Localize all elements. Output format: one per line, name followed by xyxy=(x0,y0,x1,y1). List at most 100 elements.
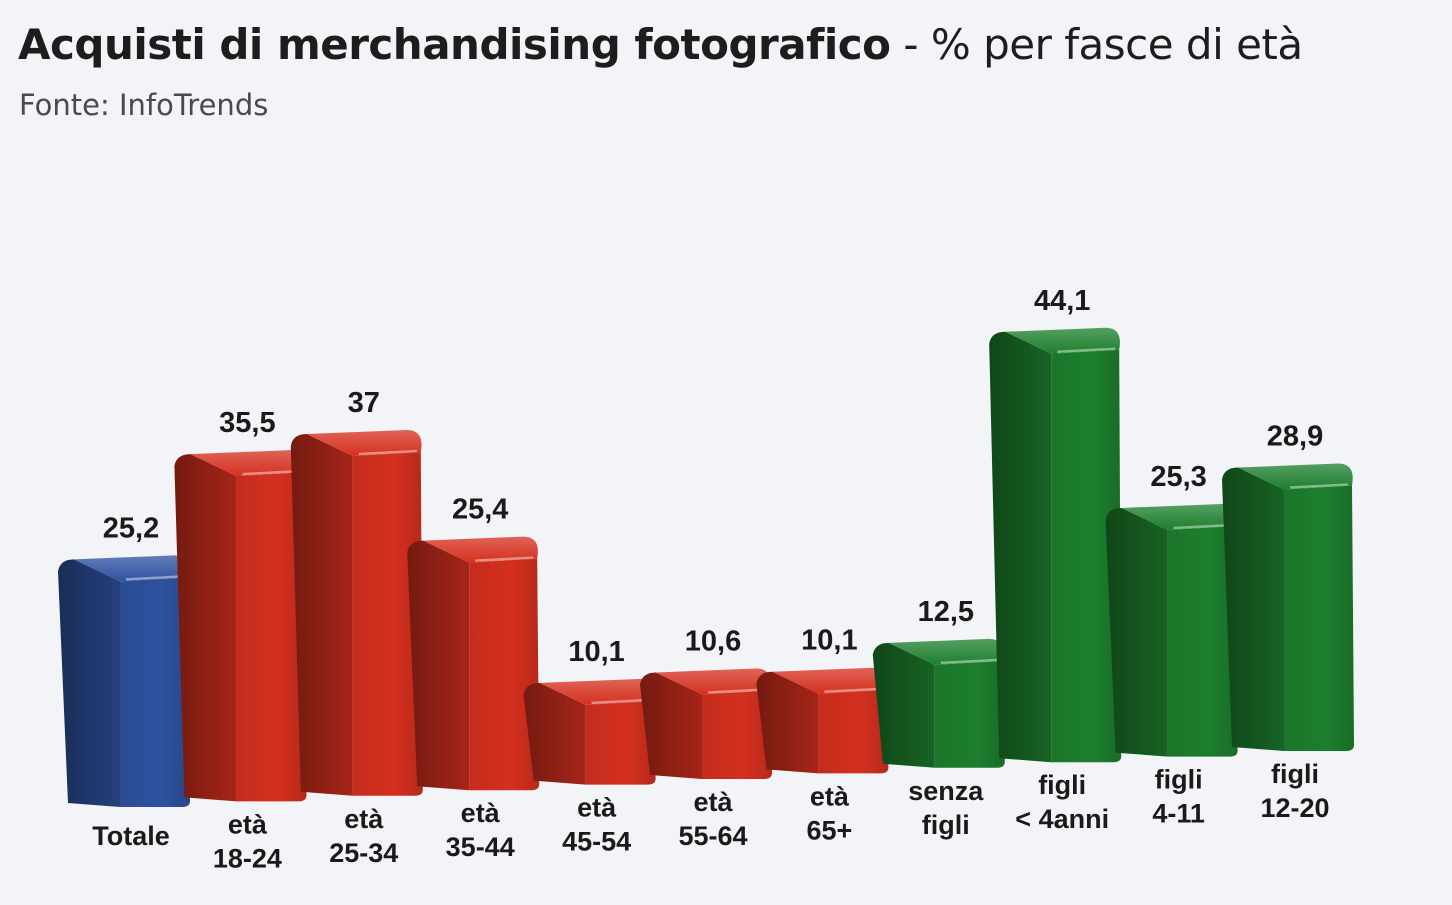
bar-highlight xyxy=(475,556,534,562)
category-label-line: figli xyxy=(1271,759,1319,789)
value-label: 37 xyxy=(348,387,380,419)
value-label: 25,2 xyxy=(103,512,159,544)
bar-highlight xyxy=(1289,483,1349,489)
category-label: figli 4-11 xyxy=(1152,765,1205,829)
bar-top-face xyxy=(423,536,538,563)
category-label-line: 25-34 xyxy=(329,838,398,868)
bar-highlight xyxy=(824,687,883,693)
category-label-line: 45-54 xyxy=(562,827,631,857)
category-label: età 65+ xyxy=(806,781,852,845)
bar xyxy=(1105,503,1238,757)
bar-side-face xyxy=(523,682,586,785)
value-label: 10,1 xyxy=(568,636,624,668)
category-label-line: età xyxy=(693,787,733,817)
bar-front-face xyxy=(818,689,889,774)
bar-side-face xyxy=(407,540,470,791)
bar xyxy=(640,668,772,779)
bar-top-face xyxy=(772,667,888,694)
category-label-line: < 4anni xyxy=(1015,804,1109,834)
category-label-line: 4-11 xyxy=(1152,799,1205,829)
chart-source: Fonte: InfoTrends xyxy=(19,88,269,122)
bar-side-face xyxy=(640,672,702,779)
bar xyxy=(872,638,1005,768)
bar xyxy=(1222,463,1354,751)
bar-highlight xyxy=(358,449,417,456)
bar xyxy=(290,430,423,796)
category-label: età 35-44 xyxy=(446,798,515,862)
chart-title-main: Acquisti di merchandising fotografico xyxy=(18,20,891,69)
bar-top-face xyxy=(1238,463,1353,490)
bar-front-face xyxy=(702,690,772,779)
category-label-line: età xyxy=(228,809,268,839)
category-label-line: età xyxy=(344,804,384,834)
bar-top-face xyxy=(539,678,655,705)
bar-top-face xyxy=(306,430,422,457)
bar-front-face xyxy=(585,700,656,785)
bar-front-face xyxy=(934,660,1005,768)
category-label-line: età xyxy=(461,798,501,828)
category-label-line: senza xyxy=(908,776,984,806)
value-label: 25,3 xyxy=(1150,461,1206,493)
bar xyxy=(523,678,656,785)
bar-top-face xyxy=(190,450,306,477)
bar-side-face xyxy=(989,331,1052,763)
bar-side-face xyxy=(1105,507,1168,757)
bar-highlight xyxy=(707,688,767,694)
bar-side-face xyxy=(1222,467,1284,751)
bar-side-face xyxy=(290,434,353,796)
category-label-line: età xyxy=(810,781,850,811)
bar-front-face xyxy=(236,472,307,802)
bar-top-face xyxy=(74,555,189,582)
category-label-line: 12-20 xyxy=(1260,793,1329,823)
bar xyxy=(407,536,540,791)
category-label-line: 35-44 xyxy=(446,832,515,862)
category-label-line: figli xyxy=(922,810,970,840)
bar-side-face xyxy=(58,559,120,807)
bar-highlight xyxy=(125,575,185,581)
category-label-line: 65+ xyxy=(806,815,852,845)
value-label: 25,4 xyxy=(452,494,508,526)
category-label: figli 12-20 xyxy=(1260,759,1329,823)
value-label: 10,1 xyxy=(801,625,857,657)
bar-top-face xyxy=(888,638,1004,665)
bar-front-face xyxy=(352,452,423,796)
value-label: 10,6 xyxy=(685,625,741,657)
category-label-line: figli xyxy=(1155,765,1203,795)
value-label: 35,5 xyxy=(219,407,275,439)
bar-side-face xyxy=(756,671,819,774)
bar xyxy=(989,327,1122,763)
category-label: senza figli xyxy=(908,776,984,840)
category-label: età 55-64 xyxy=(678,787,747,851)
category-label-line: 55-64 xyxy=(678,821,747,851)
category-label-line: 18-24 xyxy=(213,843,282,873)
category-label: età 25-34 xyxy=(329,804,398,868)
bar-top-face xyxy=(1121,503,1237,530)
category-label-line: età xyxy=(577,793,617,823)
bar xyxy=(756,667,889,774)
chart-title: Acquisti di merchandising fotografico - … xyxy=(18,20,1303,69)
bar-highlight xyxy=(940,658,999,665)
category-label-line: Totale xyxy=(92,821,170,851)
bar-side-face xyxy=(174,454,237,802)
bar-highlight xyxy=(591,698,650,705)
category-label: Totale xyxy=(92,821,170,851)
chart-title-rest: - % per fasce di età xyxy=(890,20,1303,69)
bars-layer xyxy=(58,327,1354,807)
category-label: età 45-54 xyxy=(562,793,631,857)
bar-front-face xyxy=(120,577,190,807)
bar-highlight xyxy=(242,469,301,476)
bar-highlight xyxy=(1057,347,1116,354)
bar xyxy=(58,555,190,807)
bar-top-face xyxy=(1005,327,1120,354)
category-label: figli < 4anni xyxy=(1015,770,1109,834)
labels-layer: 25,2 Totale 35,5 età 18-24 37 età 25-34 25,4 età 3… xyxy=(92,285,1329,874)
category-label: età 18-24 xyxy=(213,809,282,873)
bar-side-face xyxy=(872,642,935,768)
value-label: 44,1 xyxy=(1034,285,1090,317)
bar-front-face xyxy=(1051,349,1122,763)
bar-top-face xyxy=(656,668,771,695)
bar-highlight xyxy=(1173,523,1232,530)
bar-front-face xyxy=(469,558,540,791)
bar xyxy=(174,450,307,802)
